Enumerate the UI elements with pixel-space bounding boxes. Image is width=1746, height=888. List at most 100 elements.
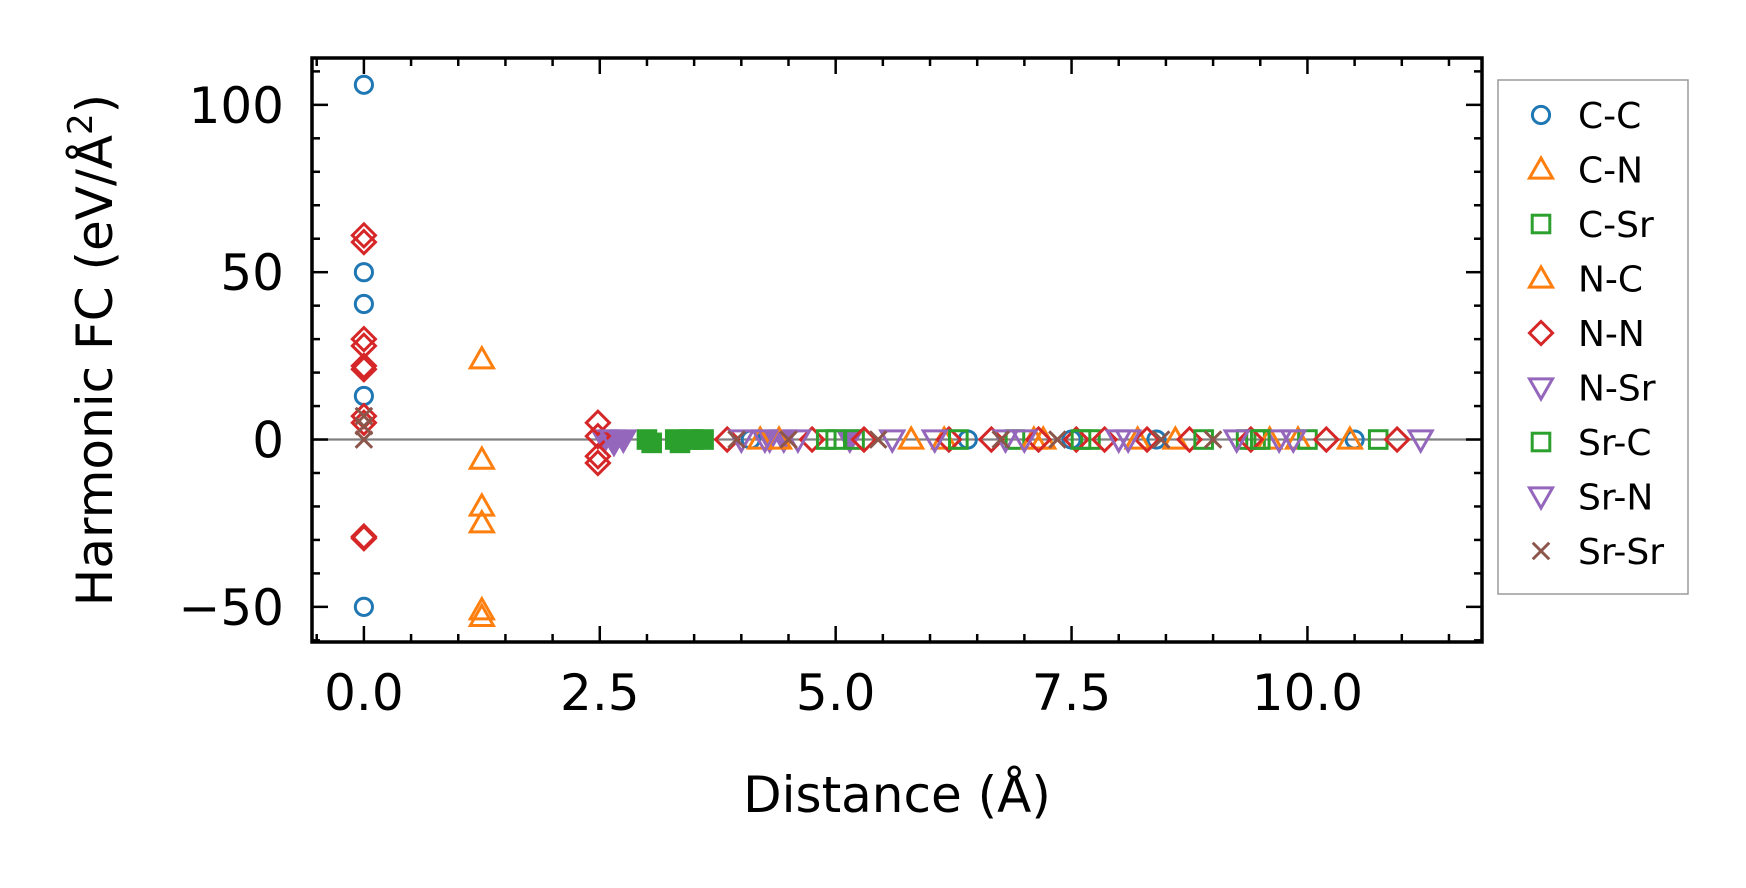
y-axis-label: Harmonic FC (eV/Å2) <box>61 94 124 606</box>
data-point-n-n <box>1312 425 1340 454</box>
data-point-n-n <box>1090 425 1119 454</box>
legend-marker-sr-sr <box>1531 541 1551 561</box>
legend-frame <box>1497 79 1689 595</box>
y-axis-label-superscript: 2 <box>61 113 101 135</box>
data-point-n-sr <box>1010 429 1039 455</box>
legend-marker-n-c <box>1526 263 1556 289</box>
data-point-c-sr <box>844 429 865 450</box>
data-point-n-n <box>350 221 378 250</box>
legend-marker-c-n <box>1526 154 1556 180</box>
data-point-c-c <box>353 293 374 315</box>
data-point-c-n <box>897 424 926 450</box>
data-point-n-sr <box>1406 429 1435 455</box>
data-point-n-n <box>350 228 378 256</box>
legend-label-n-sr: N-Sr <box>1578 369 1656 410</box>
data-point-n-n <box>584 442 612 470</box>
y-tick-label: 0 <box>252 412 284 470</box>
data-point-sr-n <box>783 429 813 455</box>
data-point-c-sr-filled <box>641 432 662 454</box>
x-tick-label: 2.5 <box>560 664 640 722</box>
data-point-sr-sr <box>354 430 374 449</box>
data-point-n-n <box>935 425 963 454</box>
data-point-sr-n <box>920 429 949 455</box>
legend-label-c-sr: C-Sr <box>1578 205 1654 246</box>
tick-labels-group: 0.0 2.5 5.0 7.5 10.0 −50 0 50 100 <box>178 77 1363 722</box>
data-point-n-n <box>350 352 378 380</box>
data-point-sr-n <box>1104 429 1133 455</box>
data-point-sr-c <box>1070 429 1092 450</box>
data-point-sr-sr <box>868 430 888 449</box>
axis-ticks-group <box>312 58 1482 642</box>
y-tick-label: −50 <box>178 579 284 637</box>
legend-label-sr-n: Sr-N <box>1578 478 1653 519</box>
data-point-sr-n <box>1279 429 1308 455</box>
data-point-n-n <box>350 325 378 353</box>
data-point-sr-sr <box>1048 430 1067 449</box>
data-point-sr-n <box>1222 429 1251 455</box>
y-tick-label: 100 <box>189 77 284 135</box>
data-point-c-n <box>746 424 775 450</box>
data-point-n-n <box>350 355 378 383</box>
data-point-c-n <box>467 602 496 628</box>
data-point-c-n <box>467 491 496 517</box>
data-point-n-n <box>1133 425 1161 454</box>
data-point-c-c <box>353 74 374 95</box>
legend-label-n-n: N-N <box>1578 314 1645 355</box>
data-point-sr-sr <box>991 430 1011 449</box>
data-point-c-c <box>353 262 374 283</box>
data-point-c-c <box>353 596 374 617</box>
y-axis-label-main: Harmonic FC (eV/Å <box>66 135 124 606</box>
data-point-sr-sr <box>1203 430 1223 449</box>
data-point-n-n <box>1237 425 1265 454</box>
data-point-n-sr <box>597 429 627 455</box>
data-point-sr-c <box>1249 429 1271 450</box>
data-point-sr-n <box>750 429 780 455</box>
data-point-c-n <box>467 508 496 534</box>
x-axis-label: Distance (Å) <box>743 766 1051 824</box>
data-point-sr-c <box>948 429 969 450</box>
data-point-sr-sr <box>354 416 374 436</box>
legend: C-C C-N C-Sr N-C N-N N-Sr Sr-C Sr-N Sr-Sr <box>1497 79 1689 595</box>
data-point-c-c <box>1146 429 1167 450</box>
data-point-c-n <box>467 595 496 621</box>
data-point-c-c <box>353 385 374 407</box>
legend-label-sr-c: Sr-C <box>1578 423 1651 464</box>
x-tick-label: 10.0 <box>1252 664 1363 722</box>
data-point-n-n <box>584 409 612 437</box>
data-point-n-sr <box>1265 429 1294 455</box>
legend-marker-n-sr <box>1526 377 1556 403</box>
data-point-c-sr-filled <box>693 429 714 450</box>
data-point-n-c <box>1123 424 1152 450</box>
data-point-n-n <box>1024 425 1053 454</box>
data-points-group <box>350 74 1435 628</box>
x-tick-label: 7.5 <box>1032 664 1112 722</box>
data-point-sr-c <box>815 429 837 450</box>
data-point-n-n <box>1175 425 1204 454</box>
data-point-c-n <box>467 344 496 370</box>
x-tick-label: 5.0 <box>796 664 876 722</box>
data-point-n-n <box>1383 425 1411 454</box>
legend-marker-c-c <box>1530 104 1552 126</box>
data-point-c-n <box>467 445 496 470</box>
data-point-n-n <box>1062 425 1090 454</box>
data-point-n-sr <box>878 429 907 455</box>
data-point-c-n <box>1335 424 1365 450</box>
legend-label-c-n: C-N <box>1578 151 1643 192</box>
data-point-n-n <box>584 449 612 477</box>
legend-marker-sr-n <box>1526 486 1556 512</box>
legend-label-sr-sr: Sr-Sr <box>1578 532 1664 573</box>
data-point-n-n <box>798 425 826 454</box>
data-point-sr-sr <box>1151 430 1171 449</box>
legend-label-n-c: N-C <box>1578 260 1643 301</box>
y-axis-label-close: ) <box>66 94 124 114</box>
data-point-sr-sr <box>779 430 798 449</box>
x-tick-label: 0.0 <box>324 664 404 722</box>
legend-label-c-c: C-C <box>1578 96 1641 137</box>
legend-marker-sr-c <box>1530 431 1552 453</box>
data-point-sr-sr <box>727 430 746 449</box>
y-tick-label: 50 <box>220 244 284 302</box>
plot-frame <box>310 56 1484 644</box>
data-point-n-n <box>350 524 378 552</box>
